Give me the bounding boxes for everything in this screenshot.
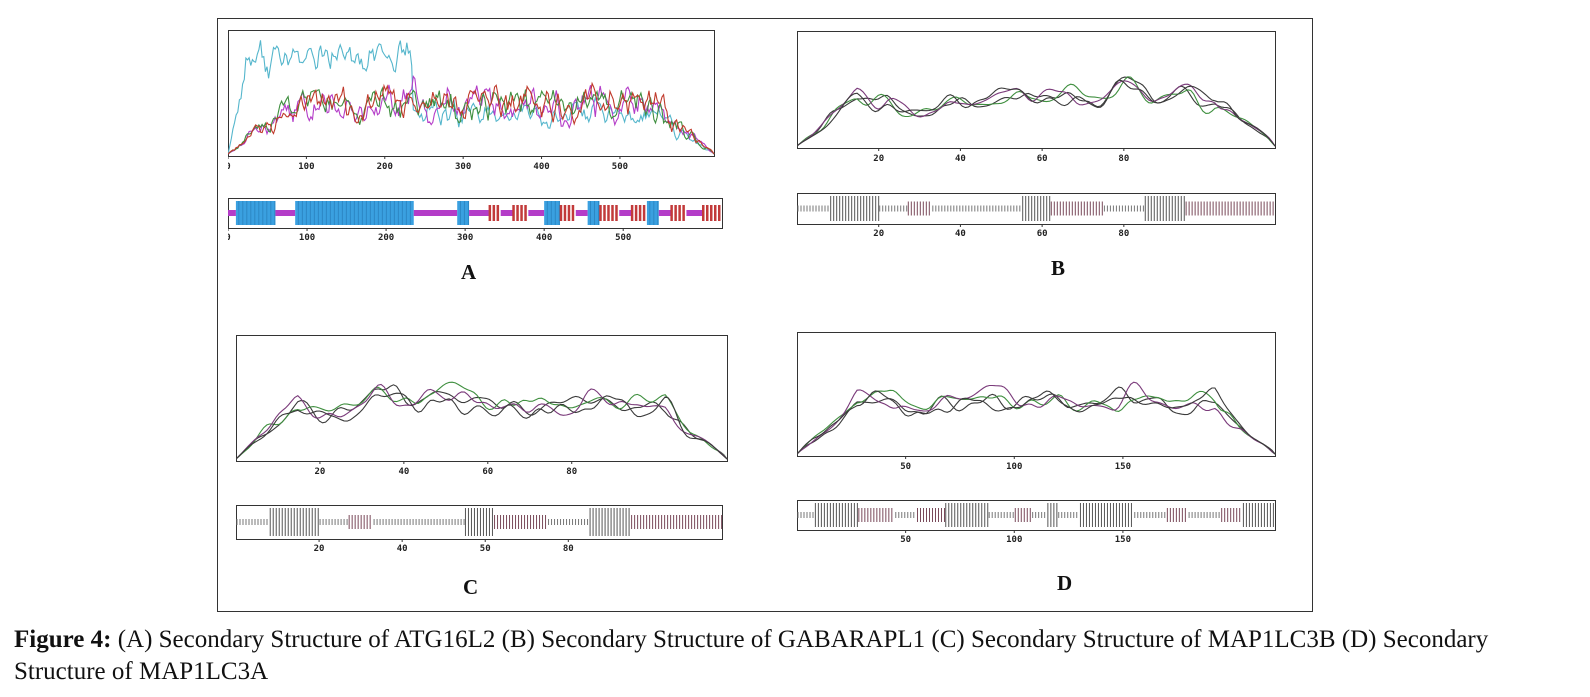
series-line [797,80,1276,147]
coil-band [658,210,671,216]
plot-frame [797,332,1276,457]
plot-area: 20 40 60 80 [797,31,1276,164]
series-line [797,387,1276,455]
x-tick-label: 200 [377,162,393,172]
panel-a-chart: 0 100 200 300 400 500 [228,30,715,172]
coil-band [686,210,703,216]
series-line [228,75,715,155]
strip-tick-label: 200 [378,233,394,243]
x-tick-label: 20 [873,154,884,164]
strip-tick-label: 80 [1118,229,1129,239]
coil-band [275,210,296,216]
x-tick-label: 0 [228,162,231,172]
panel-b-letter: B [1051,256,1066,280]
x-tick-label: 150 [1115,462,1131,472]
figure-caption: Figure 4: (A) Secondary Structure of ATG… [14,624,1584,688]
strip-tick-label: 400 [536,233,552,243]
structure-strip: 20 40 60 80 [797,193,1276,239]
x-tick-label: 500 [612,162,628,172]
coil-band [413,210,458,216]
series-line [236,384,728,460]
plot-area: 50 100 150 [797,332,1276,472]
strip-tick-label: 60 [1037,229,1048,239]
strip-tick-label: 40 [955,229,966,239]
strip-tick-label: 50 [900,535,911,545]
x-tick-label: 400 [533,162,549,172]
strip-tick-label: 0 [228,233,231,243]
panel-c-chart: 20 40 60 80 [236,335,728,477]
panel-d-strip: 50 100 150 [797,500,1276,545]
series-line [797,381,1276,455]
x-tick-label: 100 [298,162,314,172]
strip-tick-label: 40 [397,544,408,554]
series-line [797,76,1276,147]
helix-block [646,201,659,225]
series-line [236,383,728,460]
series-line [228,86,715,155]
panel-c-letter: C [463,575,479,599]
panel-d-letter: D [1057,571,1073,595]
figure-frame [217,18,1313,612]
plot-area: 20 40 60 80 [236,335,728,477]
series-line [228,40,715,155]
series-line [236,381,728,460]
strip-tick-label: 100 [1006,535,1022,545]
panel-c-strip: 20 40 50 80 [236,505,723,554]
panel-b-strip: 20 40 60 80 [797,193,1276,239]
coil-band [500,210,513,216]
plot-frame [236,335,728,462]
strip-tick-label: 50 [480,544,491,554]
helix-block [457,201,470,225]
x-tick-label: 100 [1006,462,1022,472]
series-line [797,386,1276,455]
panel-a-strip: 0 100 200 300 400 500 [228,198,723,243]
x-tick-label: 40 [955,154,966,164]
x-tick-label: 60 [1037,154,1048,164]
caption-label: Figure 4: [14,626,112,653]
x-tick-label: 40 [398,467,409,477]
strip-tick-label: 150 [1115,535,1131,545]
strip-tick-label: 20 [314,544,325,554]
plot-area: 0 100 200 300 400 500 [228,30,715,172]
x-tick-label: 300 [455,162,471,172]
plot-frame [228,30,715,157]
panel-b-chart: 20 40 60 80 [797,31,1276,164]
structure-strip: 50 100 150 [797,500,1276,545]
strip-tick-label: 100 [299,233,315,243]
structure-strip: 0 100 200 300 400 500 [228,198,723,243]
strip-tick-label: 500 [615,233,631,243]
panel-a-letter: A [461,260,477,284]
structure-strip: 20 40 50 80 [236,505,723,554]
series-line [228,81,715,155]
strip-tick-label: 20 [873,229,884,239]
strip-tick-label: 80 [563,544,574,554]
coil-band [228,210,236,216]
plot-frame [797,31,1276,149]
panel-d-chart: 50 100 150 [797,332,1276,472]
coil-band [619,210,632,216]
coil-band [469,210,489,216]
helix-block [235,201,276,225]
strip-frame [797,193,1276,225]
x-tick-label: 50 [900,462,911,472]
coil-band [528,210,545,216]
strip-tick-label: 300 [457,233,473,243]
x-tick-label: 20 [315,467,326,477]
helix-block [295,201,414,225]
x-tick-label: 80 [566,467,577,477]
x-tick-label: 80 [1118,154,1129,164]
strip-frame [236,505,723,540]
series-line [236,392,728,460]
helix-block [587,201,600,225]
x-tick-label: 60 [482,467,493,477]
coil-band [575,210,588,216]
series-line [797,79,1276,147]
caption-text: (A) Secondary Structure of ATG16L2 (B) S… [14,626,1489,685]
helix-block [544,201,560,225]
